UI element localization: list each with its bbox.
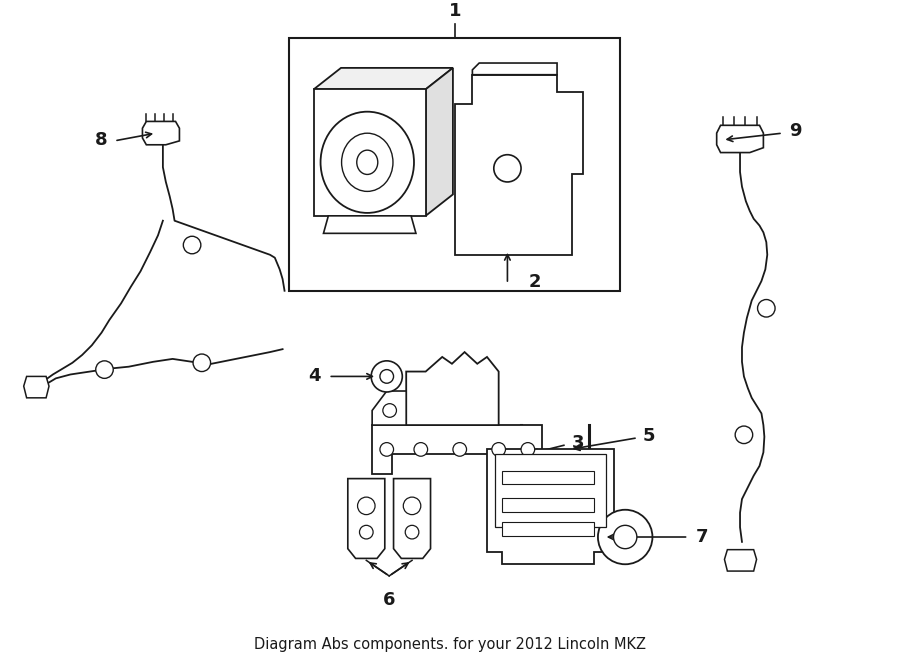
Bar [290,38,620,291]
Polygon shape [323,216,416,233]
Polygon shape [454,75,583,255]
Text: 7: 7 [696,528,707,546]
Circle shape [403,497,421,514]
Polygon shape [472,63,557,75]
Polygon shape [23,377,49,398]
Circle shape [414,443,427,456]
Circle shape [359,526,374,539]
Polygon shape [487,449,614,564]
Polygon shape [426,68,453,216]
Bar [501,471,594,485]
Polygon shape [393,479,430,559]
Circle shape [453,443,466,456]
Circle shape [614,526,637,549]
Text: 3: 3 [572,434,584,451]
Polygon shape [372,425,543,474]
Ellipse shape [320,112,414,213]
Polygon shape [406,352,499,425]
Text: 6: 6 [382,591,395,608]
Text: 9: 9 [788,122,801,140]
Circle shape [95,361,113,379]
Polygon shape [372,391,406,425]
Bar [501,522,594,536]
Polygon shape [724,549,757,571]
Circle shape [405,526,418,539]
Text: Diagram Abs components. for your 2012 Lincoln MKZ: Diagram Abs components. for your 2012 Li… [254,637,646,651]
Bar [501,498,594,512]
Circle shape [380,369,393,383]
Ellipse shape [356,150,378,175]
Text: 8: 8 [94,131,107,149]
Circle shape [382,404,397,417]
Text: 1: 1 [448,2,461,21]
Circle shape [184,236,201,254]
Bar [495,454,606,527]
Polygon shape [142,121,179,145]
Circle shape [494,155,521,182]
Circle shape [492,443,506,456]
Circle shape [371,361,402,392]
Polygon shape [314,68,453,89]
Circle shape [194,354,211,371]
Circle shape [758,299,775,317]
Ellipse shape [342,133,393,191]
Circle shape [521,443,535,456]
Polygon shape [716,125,763,152]
Text: 2: 2 [529,273,541,291]
Circle shape [598,510,652,564]
Circle shape [735,426,752,444]
Circle shape [380,443,393,456]
Polygon shape [347,479,385,559]
Bar [314,89,426,216]
Circle shape [357,497,375,514]
Text: 5: 5 [643,427,655,445]
Text: 4: 4 [308,367,320,385]
